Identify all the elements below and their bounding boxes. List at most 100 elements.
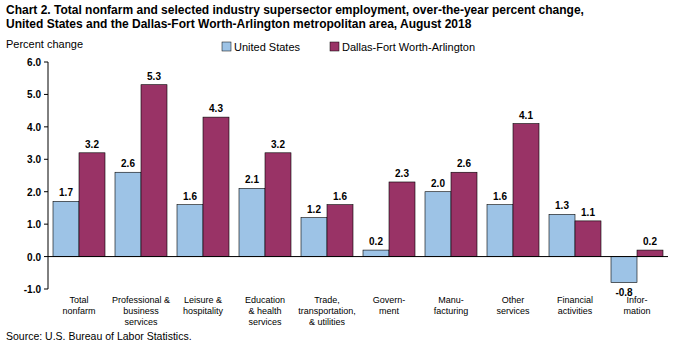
x-tick-label: Education& healthservices (245, 295, 285, 327)
title: Chart 2. Total nonfarm and selected indu… (6, 3, 584, 31)
text-line: Leisure & (184, 295, 222, 305)
data-label: 5.3 (147, 71, 161, 82)
y-tick-label: 3.0 (27, 154, 41, 165)
x-tick-label: Totalnonfarm (62, 295, 95, 316)
bar (115, 172, 141, 256)
bar (141, 85, 167, 257)
bar (611, 257, 637, 283)
data-label: 1.6 (183, 191, 197, 202)
y-tick-label: 2.0 (27, 187, 41, 198)
y-axis (48, 62, 49, 289)
x-tick-label: Manu-facturing (434, 295, 469, 316)
data-label: 1.6 (333, 191, 347, 202)
x-tick-label: Otherservices (496, 295, 530, 316)
bar (575, 221, 601, 257)
text-line: Other (502, 295, 525, 305)
data-label: 3.2 (271, 139, 285, 150)
bar (177, 205, 203, 257)
bar (637, 250, 663, 256)
source: Source: U.S. Bureau of Labor Statistics. (6, 330, 192, 342)
text-line: United States and the Dallas-Fort Worth-… (6, 17, 472, 31)
legend-swatch (330, 42, 339, 51)
data-label: 4.3 (209, 103, 223, 114)
y-tick-label: 0.0 (27, 252, 41, 263)
bar (239, 188, 265, 256)
y-tick (44, 224, 48, 225)
legend-label: Dallas-Fort Worth-Arlington (342, 41, 475, 53)
y-tick-label: 4.0 (27, 122, 41, 133)
data-label: 0.2 (369, 236, 383, 247)
y-tick-label: 6.0 (27, 57, 41, 68)
data-label: 1.6 (493, 191, 507, 202)
data-label: 2.3 (395, 168, 409, 179)
text-line: activities (558, 306, 593, 316)
data-label: 2.6 (121, 158, 135, 169)
x-tick-label: Trade,transportation,& utilities (298, 295, 356, 327)
data-label: -0.8 (615, 287, 633, 298)
legend-swatch (222, 42, 231, 51)
chart: Chart 2. Total nonfarm and selected indu… (0, 0, 673, 346)
data-label: 1.1 (581, 207, 595, 218)
x-tick-label: Leisure &hospitality (183, 295, 224, 316)
bar (513, 124, 539, 257)
text-line: facturing (434, 306, 469, 316)
text-line: nonfarm (62, 306, 95, 316)
y-tick (44, 191, 48, 192)
text-line: & health (248, 306, 281, 316)
text-line: business (123, 306, 159, 316)
bar (425, 192, 451, 257)
y-tick (44, 126, 48, 127)
data-label: 2.0 (431, 178, 445, 189)
x-tick-label: Govern-ment (373, 295, 406, 316)
text-line: hospitality (183, 306, 224, 316)
y-tick (44, 94, 48, 95)
x-axis (48, 256, 668, 257)
y-tick (44, 256, 48, 257)
text-line: services (248, 317, 282, 327)
bar (203, 117, 229, 256)
text-line: ment (379, 306, 400, 316)
bar (389, 182, 415, 257)
y-tick (44, 289, 48, 290)
text-line: Govern- (373, 295, 406, 305)
text-line: & utilities (309, 317, 346, 327)
text-line: mation (623, 306, 650, 316)
y-tick (44, 62, 48, 63)
data-label: 2.1 (245, 174, 259, 185)
x-tick-label: Infor-mation (623, 295, 650, 316)
text-line: Trade, (314, 295, 340, 305)
x-tick-label: Professional &businessservices (112, 295, 170, 327)
data-label: 0.2 (643, 236, 657, 247)
y-label: Percent change (6, 38, 83, 50)
data-label: 1.7 (59, 187, 73, 198)
data-label: 2.6 (457, 158, 471, 169)
text-line: services (124, 317, 158, 327)
data-label: 4.1 (519, 110, 533, 121)
y-tick (44, 159, 48, 160)
y-tick-label: 1.0 (27, 219, 41, 230)
bar (451, 172, 477, 256)
text-line: Manu- (438, 295, 464, 305)
text-line: Chart 2. Total nonfarm and selected indu… (6, 3, 584, 17)
y-tick-label: -1.0 (24, 284, 42, 295)
bar (301, 218, 327, 257)
text-line: Financial (557, 295, 593, 305)
bar (265, 153, 291, 257)
bar (549, 214, 575, 256)
legend-label: United States (234, 41, 301, 53)
data-label: 1.2 (307, 204, 321, 215)
bar (363, 250, 389, 256)
bar (53, 201, 79, 256)
x-tick-label: Financialactivities (557, 295, 593, 316)
data-label: 3.2 (85, 139, 99, 150)
text-line: services (496, 306, 530, 316)
bar (79, 153, 105, 257)
text-line: Education (245, 295, 285, 305)
text-line: Total (69, 295, 88, 305)
bar (487, 205, 513, 257)
bars (53, 85, 663, 283)
text-line: transportation, (298, 306, 356, 316)
y-tick-label: 5.0 (27, 89, 41, 100)
text-line: Professional & (112, 295, 170, 305)
bar (327, 205, 353, 257)
